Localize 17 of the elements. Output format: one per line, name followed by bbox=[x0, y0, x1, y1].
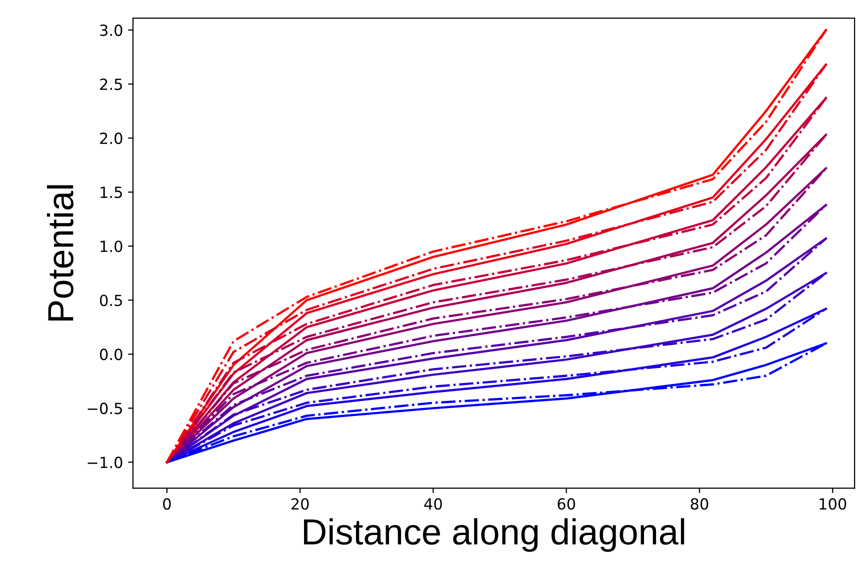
y-tick-label: −0.5 bbox=[88, 402, 122, 414]
x-tick-label: 100 bbox=[820, 498, 846, 510]
y-tick-label: 0.5 bbox=[100, 294, 122, 306]
y-tick-label: 2.5 bbox=[100, 78, 122, 90]
x-tick-label: 0 bbox=[163, 498, 171, 510]
y-tick-label: −1.0 bbox=[88, 456, 122, 468]
y-tick-label: 2.0 bbox=[100, 132, 122, 144]
x-tick-label: 20 bbox=[291, 498, 309, 510]
y-tick-label: 0.0 bbox=[100, 348, 122, 360]
y-tick-label: 1.5 bbox=[100, 186, 122, 198]
y-axis-title: Potential bbox=[46, 185, 74, 320]
x-tick-label: 80 bbox=[690, 498, 708, 510]
y-tick-label: 3.0 bbox=[100, 24, 122, 36]
x-tick-label: 60 bbox=[558, 498, 576, 510]
x-tick-label: 40 bbox=[424, 498, 442, 510]
x-axis-title: Distance along diagonal bbox=[304, 518, 684, 552]
y-tick-label: 1.0 bbox=[100, 240, 122, 252]
